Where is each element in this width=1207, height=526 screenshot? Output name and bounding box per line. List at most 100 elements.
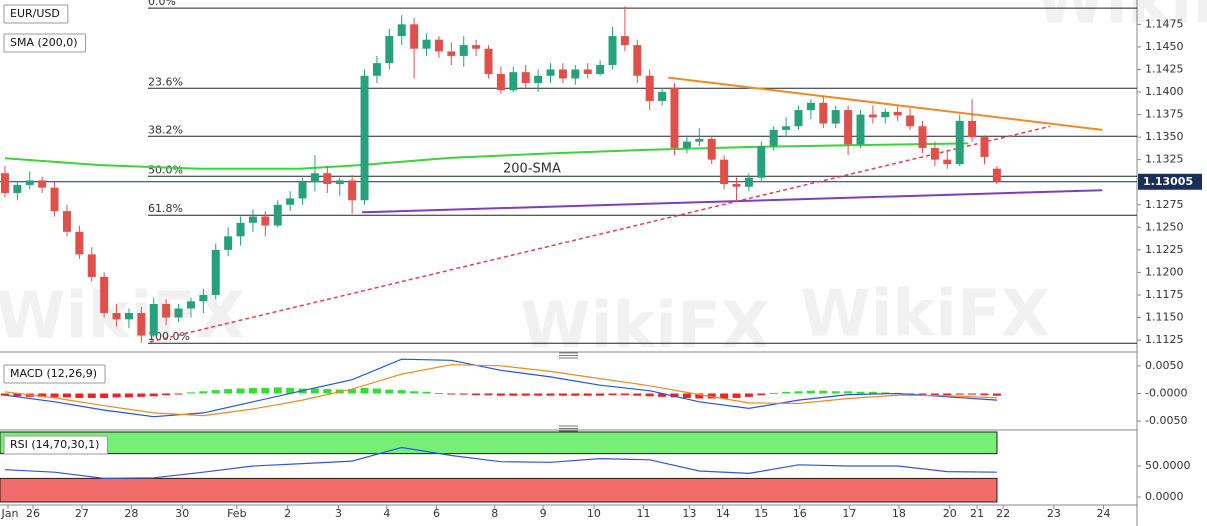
- candle-body: [571, 69, 580, 79]
- x-tick-label: 21: [970, 507, 984, 520]
- candle-body: [434, 39, 443, 52]
- macd-histogram-bar: [831, 391, 840, 394]
- rsi-line: [4, 446, 997, 480]
- candle-body: [695, 138, 704, 142]
- macd-histogram-bar: [360, 387, 369, 394]
- candle-body: [881, 111, 890, 118]
- candle-body: [534, 75, 543, 83]
- x-tick-label: 6: [433, 507, 440, 520]
- candle-body: [112, 313, 121, 320]
- x-tick-label: 11: [637, 507, 651, 520]
- macd-histogram-bar: [645, 393, 654, 397]
- candle-body: [496, 73, 505, 91]
- candle-body: [62, 211, 71, 232]
- x-tick-label: 8: [491, 507, 498, 520]
- x-tick-label: 2: [284, 507, 291, 520]
- candle-body: [633, 45, 642, 76]
- candle-body: [13, 184, 22, 194]
- fib-label: 50.0%: [148, 163, 183, 176]
- x-tick-label: 10: [587, 507, 601, 520]
- macd-histogram-bar: [62, 393, 71, 398]
- candle-body: [732, 184, 741, 187]
- trend-line: [362, 189, 1103, 214]
- macd-histogram-bar: [224, 389, 233, 394]
- pane-handle[interactable]: [559, 352, 578, 359]
- candle-body: [236, 222, 245, 237]
- macd-histogram-bar: [757, 393, 766, 396]
- candle-body: [521, 72, 530, 83]
- macd-histogram-bar: [484, 393, 493, 396]
- candle-body: [558, 69, 567, 79]
- candle-body: [360, 75, 369, 201]
- y-tick-label: 1.1325: [1145, 153, 1184, 166]
- macd-histogram-bar: [546, 393, 555, 396]
- oversold-zone: [0, 477, 998, 503]
- overbought-zone: [0, 431, 998, 455]
- legend-label: RSI (14,70,30,1): [10, 438, 99, 451]
- candle-body: [943, 159, 952, 165]
- candle-body: [335, 180, 344, 185]
- candle-body: [707, 138, 716, 160]
- macd-histogram-bar: [434, 392, 443, 394]
- candle-body: [248, 216, 257, 223]
- candle-body: [0, 173, 9, 194]
- macd-histogram-bar: [261, 387, 270, 394]
- y-tick-label: 0.0050: [1145, 359, 1184, 372]
- candle-body: [75, 231, 84, 255]
- candle-body: [298, 182, 307, 199]
- macd-histogram-bar: [658, 393, 667, 397]
- pane-handle[interactable]: [559, 425, 578, 432]
- candle-body: [546, 69, 555, 76]
- macd-histogram-bar: [422, 391, 431, 394]
- candle-body: [25, 180, 34, 185]
- candle-body: [806, 102, 815, 111]
- candle-body: [670, 87, 679, 148]
- macd-histogram-bar: [211, 390, 220, 394]
- candle-body: [174, 308, 183, 318]
- candle-body: [955, 120, 964, 165]
- candle-body: [769, 129, 778, 147]
- candle-body: [286, 198, 295, 205]
- candle-body: [794, 110, 803, 127]
- candle-body: [310, 173, 319, 183]
- legend-label: MACD (12,26,9): [10, 367, 97, 380]
- candle-body: [87, 254, 96, 277]
- fib-label: 38.2%: [148, 123, 183, 136]
- macd-histogram-bar: [992, 393, 1001, 396]
- x-tick-label: Feb: [227, 507, 246, 520]
- macd-histogram-bar: [496, 393, 505, 396]
- x-tick-label: 28: [124, 507, 138, 520]
- legend-box: [3, 364, 106, 384]
- candle-body: [608, 36, 617, 65]
- macd-histogram-bar: [0, 393, 9, 396]
- x-tick-label: 30: [175, 507, 189, 520]
- x-tick-label: 20: [943, 507, 957, 520]
- candle-body: [930, 147, 939, 160]
- macd-histogram-bar: [186, 392, 195, 394]
- candle-body: [186, 301, 195, 309]
- macd-histogram-bar: [286, 387, 295, 394]
- candle-body: [50, 187, 59, 212]
- macd-histogram-bar: [137, 393, 146, 397]
- macd-line: [4, 364, 997, 417]
- macd-histogram-bar: [50, 393, 59, 398]
- y-tick-label: 1.1350: [1145, 130, 1184, 143]
- macd-histogram-bar: [596, 393, 605, 396]
- macd-histogram-bar: [633, 393, 642, 396]
- macd-histogram-bar: [534, 393, 543, 396]
- macd-histogram-bar: [571, 393, 580, 396]
- candle-body: [211, 249, 220, 295]
- x-tick-label: 16: [793, 507, 807, 520]
- y-tick-label: 1.1250: [1145, 220, 1184, 233]
- candle-body: [757, 146, 766, 178]
- candle-body: [261, 216, 270, 226]
- macd-histogram-bar: [310, 388, 319, 394]
- macd-histogram-bar: [472, 393, 481, 396]
- macd-histogram-bar: [112, 393, 121, 398]
- candle-body: [819, 102, 828, 124]
- y-tick-label: 1.1450: [1145, 40, 1184, 53]
- last-price-box: [1138, 173, 1202, 190]
- candle-body: [459, 45, 468, 56]
- candle-body: [620, 36, 629, 46]
